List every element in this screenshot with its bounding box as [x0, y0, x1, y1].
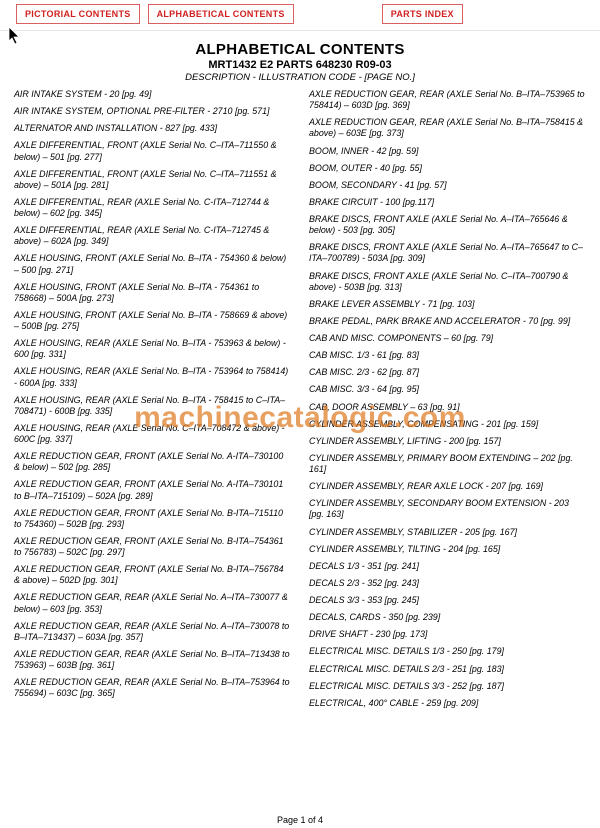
toc-entry[interactable]: CAB, DOOR ASSEMBLY – 63 [pg. 91] [309, 402, 586, 413]
toc-entry[interactable]: AXLE REDUCTION GEAR, FRONT (AXLE Serial … [14, 451, 291, 473]
toc-entry[interactable]: DRIVE SHAFT - 230 [pg. 173] [309, 629, 586, 640]
toc-entry[interactable]: AIR INTAKE SYSTEM - 20 [pg. 49] [14, 89, 291, 100]
toc-entry[interactable]: CAB MISC. 1/3 - 61 [pg. 83] [309, 350, 586, 361]
toc-entry[interactable]: BOOM, SECONDARY - 41 [pg. 57] [309, 180, 586, 191]
toc-entry[interactable]: AXLE DIFFERENTIAL, FRONT (AXLE Serial No… [14, 169, 291, 191]
toc-entry[interactable]: DECALS 2/3 - 352 [pg. 243] [309, 578, 586, 589]
toc-entry[interactable]: BRAKE CIRCUIT - 100 [pg.117] [309, 197, 586, 208]
toc-entry[interactable]: ELECTRICAL MISC. DETAILS 2/3 - 251 [pg. … [309, 664, 586, 675]
toc-entry[interactable]: BRAKE PEDAL, PARK BRAKE AND ACCELERATOR … [309, 316, 586, 327]
toc-entry[interactable]: DECALS 1/3 - 351 [pg. 241] [309, 561, 586, 572]
toc-entry[interactable]: AXLE DIFFERENTIAL, REAR (AXLE Serial No.… [14, 197, 291, 219]
toc-entry[interactable]: ELECTRICAL MISC. DETAILS 1/3 - 250 [pg. … [309, 646, 586, 657]
toc-entry[interactable]: AXLE HOUSING, REAR (AXLE Serial No. B–IT… [14, 395, 291, 417]
toc-entry[interactable]: CAB MISC. 3/3 - 64 [pg. 95] [309, 384, 586, 395]
right-column: AXLE REDUCTION GEAR, REAR (AXLE Serial N… [309, 89, 586, 715]
toc-entry[interactable]: ELECTRICAL MISC. DETAILS 3/3 - 252 [pg. … [309, 681, 586, 692]
toc-entry[interactable]: BRAKE DISCS, FRONT AXLE (AXLE Serial No.… [309, 214, 586, 236]
toc-entry[interactable]: AXLE REDUCTION GEAR, REAR (AXLE Serial N… [14, 592, 291, 614]
toc-entry[interactable]: AXLE REDUCTION GEAR, FRONT (AXLE Serial … [14, 564, 291, 586]
toc-entry[interactable]: AXLE REDUCTION GEAR, REAR (AXLE Serial N… [14, 649, 291, 671]
parts-index-button[interactable]: PARTS INDEX [382, 4, 463, 24]
page-footer: Page 1 of 4 [0, 815, 600, 825]
toc-entry[interactable]: CYLINDER ASSEMBLY, PRIMARY BOOM EXTENDIN… [309, 453, 586, 475]
toc-entry[interactable]: BRAKE LEVER ASSEMBLY - 71 [pg. 103] [309, 299, 586, 310]
page-subtitle: MRT1432 E2 PARTS 648230 R09-03 [14, 59, 586, 71]
toc-entry[interactable]: CYLINDER ASSEMBLY, LIFTING - 200 [pg. 15… [309, 436, 586, 447]
toc-entry[interactable]: BRAKE DISCS, FRONT AXLE (AXLE Serial No.… [309, 271, 586, 293]
content-columns: AIR INTAKE SYSTEM - 20 [pg. 49] AIR INTAK… [14, 89, 586, 715]
toc-entry[interactable]: CAB AND MISC. COMPONENTS – 60 [pg. 79] [309, 333, 586, 344]
toc-entry[interactable]: AXLE REDUCTION GEAR, FRONT (AXLE Serial … [14, 536, 291, 558]
toc-entry[interactable]: AXLE HOUSING, REAR (AXLE Serial No. B–IT… [14, 338, 291, 360]
toc-entry[interactable]: AXLE HOUSING, REAR (AXLE Serial No. C–IT… [14, 423, 291, 445]
toc-entry[interactable]: CYLINDER ASSEMBLY, REAR AXLE LOCK - 207 … [309, 481, 586, 492]
toc-entry[interactable]: CAB MISC. 2/3 - 62 [pg. 87] [309, 367, 586, 378]
toc-entry[interactable]: AXLE REDUCTION GEAR, REAR (AXLE Serial N… [14, 677, 291, 699]
toc-entry[interactable]: AXLE REDUCTION GEAR, REAR (AXLE Serial N… [14, 621, 291, 643]
toc-entry[interactable]: CYLINDER ASSEMBLY, SECONDARY BOOM EXTENS… [309, 498, 586, 520]
pictorial-contents-button[interactable]: PICTORIAL CONTENTS [16, 4, 140, 24]
left-column: AIR INTAKE SYSTEM - 20 [pg. 49] AIR INTAK… [14, 89, 291, 715]
alphabetical-contents-button[interactable]: ALPHABETICAL CONTENTS [148, 4, 294, 24]
toc-entry[interactable]: CYLINDER ASSEMBLY, STABILIZER - 205 [pg.… [309, 527, 586, 538]
toc-entry[interactable]: CYLINDER ASSEMBLY, COMPENSATING - 201 [p… [309, 419, 586, 430]
toc-entry[interactable]: ELECTRICAL, 400° CABLE - 259 [pg. 209] [309, 698, 586, 709]
page-title: ALPHABETICAL CONTENTS [14, 41, 586, 58]
toc-entry[interactable]: AXLE DIFFERENTIAL, REAR (AXLE Serial No.… [14, 225, 291, 247]
toc-entry[interactable]: CYLINDER ASSEMBLY, TILTING - 204 [pg. 16… [309, 544, 586, 555]
toc-entry[interactable]: AXLE HOUSING, REAR (AXLE Serial No. B–IT… [14, 366, 291, 388]
toc-entry[interactable]: BRAKE DISCS, FRONT AXLE (AXLE Serial No.… [309, 242, 586, 264]
toc-entry[interactable]: AXLE DIFFERENTIAL, FRONT (AXLE Serial No… [14, 140, 291, 162]
toc-entry[interactable]: AIR INTAKE SYSTEM, OPTIONAL PRE-FILTER -… [14, 106, 291, 117]
page-heading: ALPHABETICAL CONTENTS MRT1432 E2 PARTS 6… [14, 41, 586, 83]
document-page: ALPHABETICAL CONTENTS MRT1432 E2 PARTS 6… [0, 31, 600, 828]
toc-entry[interactable]: BOOM, INNER - 42 [pg. 59] [309, 146, 586, 157]
top-nav: PICTORIAL CONTENTS ALPHABETICAL CONTENTS… [0, 0, 600, 31]
page-desc: DESCRIPTION - ILLUSTRATION CODE - [PAGE … [14, 72, 586, 83]
toc-entry[interactable]: BOOM, OUTER - 40 [pg. 55] [309, 163, 586, 174]
toc-entry[interactable]: AXLE HOUSING, FRONT (AXLE Serial No. B–I… [14, 282, 291, 304]
toc-entry[interactable]: AXLE REDUCTION GEAR, REAR (AXLE Serial N… [309, 117, 586, 139]
toc-entry[interactable]: DECALS 3/3 - 353 [pg. 245] [309, 595, 586, 606]
toc-entry[interactable]: AXLE HOUSING, FRONT (AXLE Serial No. B–I… [14, 310, 291, 332]
toc-entry[interactable]: AXLE REDUCTION GEAR, FRONT (AXLE Serial … [14, 508, 291, 530]
toc-entry[interactable]: ALTERNATOR AND INSTALLATION - 827 [pg. 4… [14, 123, 291, 134]
toc-entry[interactable]: AXLE HOUSING, FRONT (AXLE Serial No. B–I… [14, 253, 291, 275]
toc-entry[interactable]: DECALS, CARDS - 350 [pg. 239] [309, 612, 586, 623]
toc-entry[interactable]: AXLE REDUCTION GEAR, FRONT (AXLE Serial … [14, 479, 291, 501]
toc-entry[interactable]: AXLE REDUCTION GEAR, REAR (AXLE Serial N… [309, 89, 586, 111]
